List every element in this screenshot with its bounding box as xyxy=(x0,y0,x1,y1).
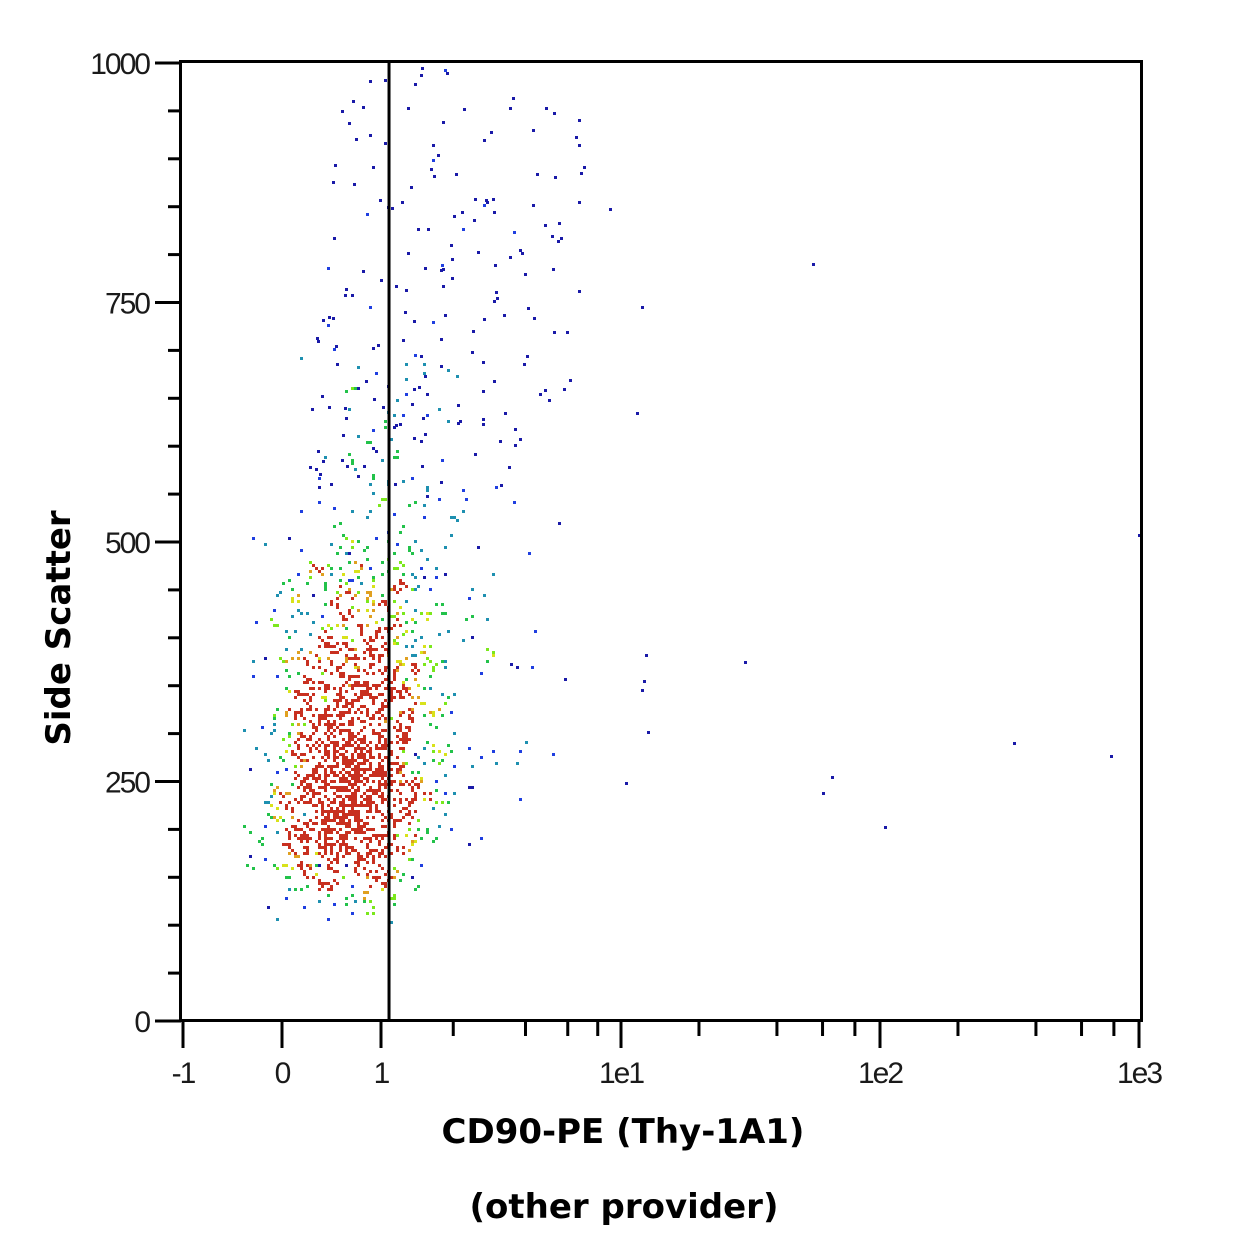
x-axis: -1 0 1 1e1 1e2 1e3 xyxy=(172,1021,1164,1090)
outlier-point xyxy=(625,782,628,785)
outlier-point xyxy=(1013,742,1016,745)
outlier-point xyxy=(647,731,650,734)
x-tick-label: 1e3 xyxy=(1117,1057,1162,1090)
outlier-point xyxy=(641,689,644,692)
y-axis: 0 250 500 750 1000 xyxy=(90,48,181,1039)
outlier-point xyxy=(744,661,747,664)
y-tick-label: 750 xyxy=(105,288,150,321)
x-axis-subtitle: (other provider) xyxy=(469,1187,778,1227)
y-tick-label: 1000 xyxy=(90,48,150,81)
x-tick-label: 0 xyxy=(275,1057,291,1090)
outlier-point xyxy=(641,306,644,309)
y-tick-label: 500 xyxy=(105,527,150,560)
y-tick-label: 250 xyxy=(105,767,150,800)
y-axis-title: Side Scatter xyxy=(39,510,79,746)
y-tick-label: 0 xyxy=(134,1006,150,1039)
outlier-point xyxy=(609,208,612,211)
outlier-point xyxy=(884,826,887,829)
x-tick-label: 1e2 xyxy=(858,1057,903,1090)
x-tick-label: 1 xyxy=(374,1057,390,1090)
x-axis-title: CD90-PE (Thy-1A1) xyxy=(442,1112,805,1152)
x-tick-label: -1 xyxy=(172,1057,196,1090)
x-tick-label: 1e1 xyxy=(599,1057,644,1090)
outlier-point xyxy=(636,412,639,415)
outlier-point xyxy=(831,776,834,779)
outlier-point xyxy=(558,522,561,525)
outlier-point xyxy=(822,792,825,795)
outlier-point xyxy=(812,263,815,266)
outlier-point xyxy=(645,654,648,657)
outlier-point xyxy=(1110,755,1113,758)
outlier-point xyxy=(1138,534,1141,537)
outlier-point xyxy=(643,680,646,683)
